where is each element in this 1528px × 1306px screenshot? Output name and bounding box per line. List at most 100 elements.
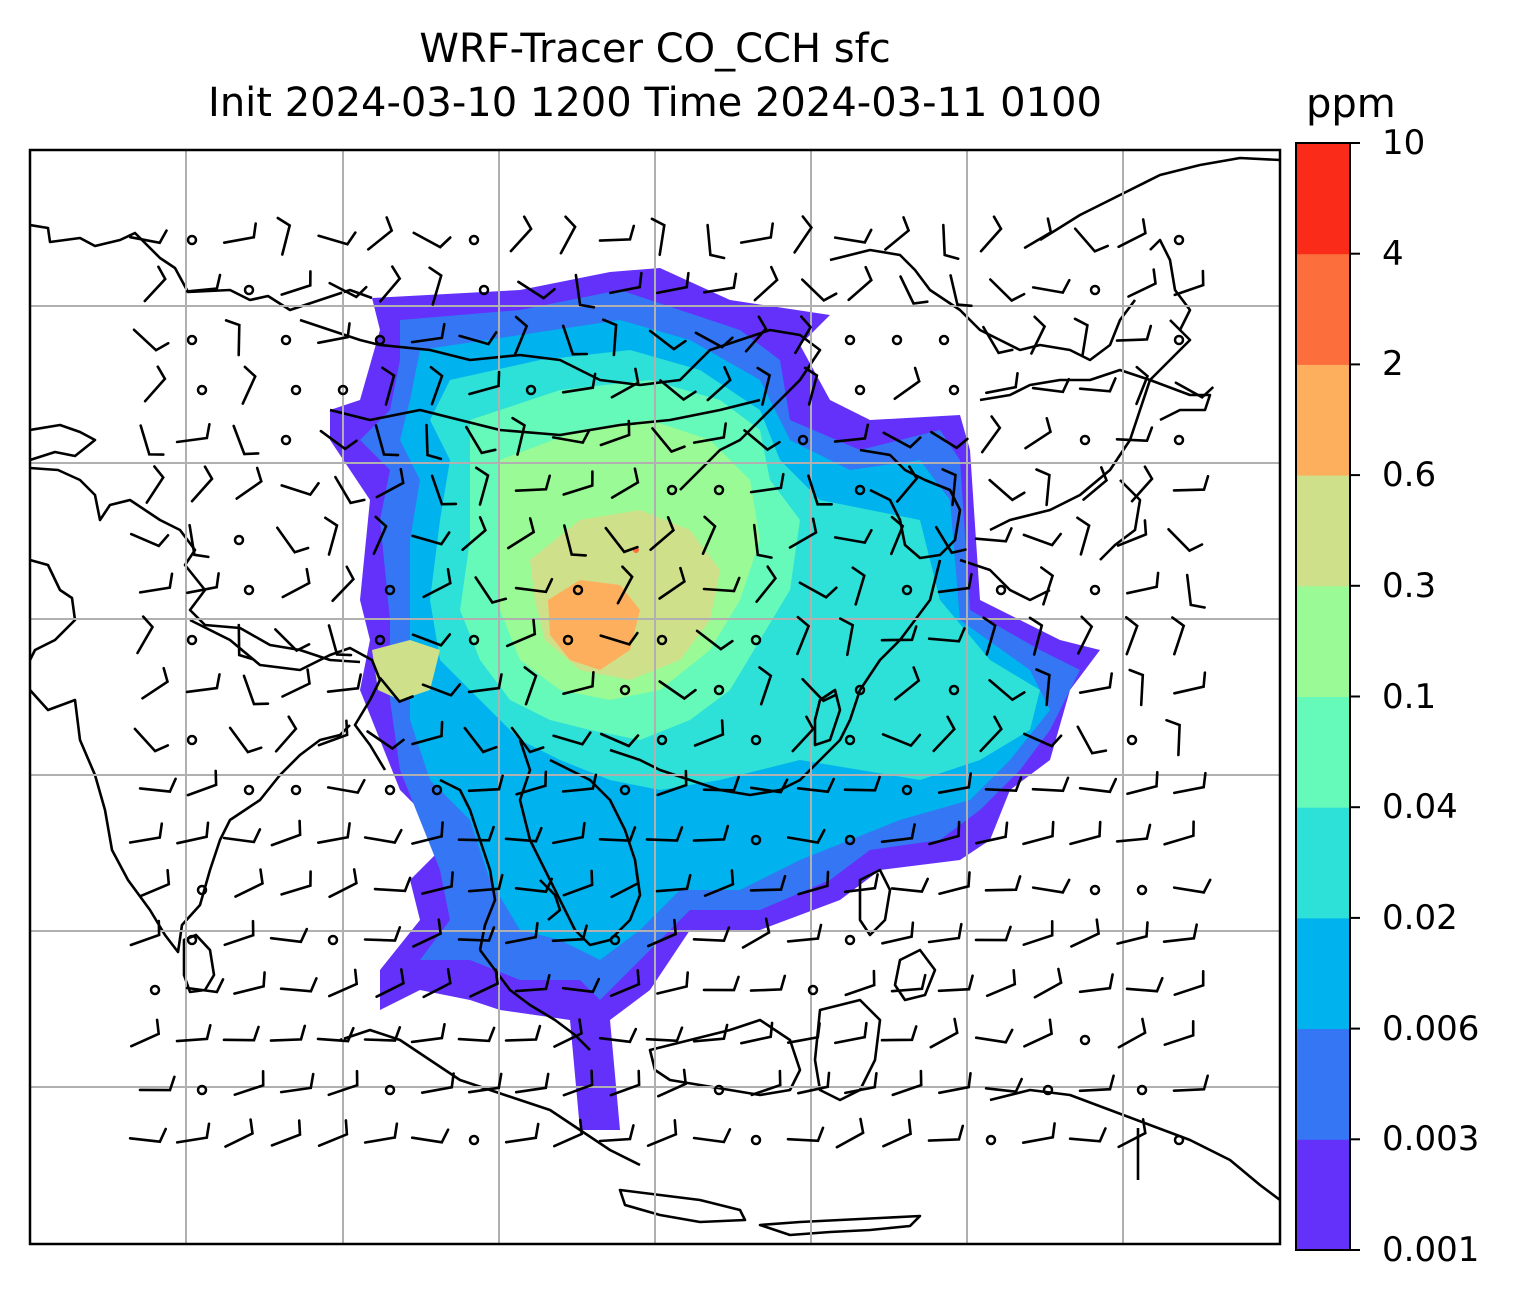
wind-barb bbox=[941, 468, 957, 507]
colorbar-segment bbox=[1296, 253, 1350, 365]
wind-barb bbox=[553, 1018, 583, 1048]
wind-barb bbox=[752, 523, 773, 559]
wind-barb bbox=[1022, 532, 1062, 547]
wind-barb bbox=[645, 826, 684, 842]
wind-barb bbox=[1117, 1017, 1147, 1049]
wind-barb bbox=[880, 823, 916, 844]
wind-barb bbox=[327, 624, 353, 657]
wind-barb bbox=[514, 577, 554, 594]
calm-wind-marker bbox=[854, 384, 866, 396]
wind-barb bbox=[276, 526, 310, 554]
calm-wind-marker bbox=[1079, 1034, 1091, 1046]
wind-barb bbox=[422, 568, 452, 599]
calm-wind-marker bbox=[713, 1084, 725, 1096]
wind-barb bbox=[143, 265, 167, 303]
calm-wind-marker bbox=[1173, 1134, 1185, 1146]
calm-wind-marker bbox=[468, 1134, 480, 1146]
wind-barb bbox=[927, 627, 966, 643]
wind-barb bbox=[1040, 566, 1055, 606]
wind-barb bbox=[980, 415, 1002, 454]
wind-barb bbox=[129, 229, 168, 245]
wind-barb bbox=[801, 677, 838, 703]
wind-barb bbox=[457, 1026, 496, 1043]
wind-barb bbox=[599, 732, 640, 748]
wind-barb bbox=[327, 1069, 359, 1097]
wind-barb bbox=[381, 366, 396, 406]
wind-barb bbox=[328, 281, 368, 299]
calm-wind-marker bbox=[327, 934, 339, 946]
wind-barb bbox=[270, 819, 302, 847]
map-frame bbox=[28, 148, 1282, 1246]
wind-barb bbox=[1173, 269, 1205, 297]
wind-barb bbox=[185, 673, 221, 694]
wind-barb bbox=[504, 1024, 542, 1042]
wind-barb bbox=[517, 280, 556, 300]
colorbar-segment bbox=[1296, 1028, 1350, 1140]
wind-barb bbox=[562, 869, 594, 897]
wind-barb bbox=[328, 868, 358, 899]
wind-barb bbox=[279, 1072, 315, 1094]
wind-barb bbox=[1021, 1122, 1056, 1144]
wind-barb bbox=[786, 923, 823, 943]
wind-barb bbox=[893, 366, 921, 400]
wind-barb bbox=[133, 727, 170, 753]
wind-barb bbox=[366, 730, 405, 751]
wind-barb bbox=[129, 532, 170, 548]
wind-barb bbox=[1162, 923, 1198, 943]
wind-barb bbox=[1174, 381, 1214, 399]
wind-barb bbox=[1116, 519, 1148, 547]
wind-barb bbox=[702, 272, 738, 294]
calm-wind-marker bbox=[233, 534, 245, 546]
wind-barb bbox=[695, 629, 734, 651]
wind-barb bbox=[798, 581, 838, 599]
wind-barb bbox=[234, 868, 264, 898]
wind-barb bbox=[1116, 921, 1149, 945]
wind-barb bbox=[326, 778, 366, 795]
wind-barb bbox=[1031, 278, 1071, 295]
wind-barb bbox=[989, 278, 1026, 303]
wind-barb bbox=[186, 769, 218, 797]
wind-barb bbox=[139, 424, 165, 456]
colorbar-tick-label: 4 bbox=[1382, 233, 1404, 274]
wind-barb bbox=[882, 1118, 912, 1148]
wind-barb bbox=[1028, 616, 1044, 656]
wind-barb bbox=[839, 617, 855, 657]
calm-wind-marker bbox=[478, 284, 490, 296]
wind-barb bbox=[791, 715, 815, 753]
wind-barb bbox=[1077, 615, 1094, 655]
wind-barb bbox=[420, 1072, 455, 1094]
colorbar bbox=[1295, 142, 1360, 1251]
wind-barb bbox=[988, 679, 1026, 702]
wind-barb bbox=[692, 1128, 732, 1144]
calm-wind-marker bbox=[1136, 1084, 1148, 1096]
wind-barb bbox=[235, 466, 263, 500]
wind-barb bbox=[1022, 920, 1054, 946]
wind-barb bbox=[794, 315, 813, 355]
colorbar-tick-label: 0.006 bbox=[1382, 1008, 1480, 1049]
wind-barb bbox=[412, 918, 443, 948]
wind-barb bbox=[656, 769, 688, 797]
calm-wind-marker bbox=[1089, 284, 1101, 296]
wind-barb bbox=[411, 531, 451, 546]
wind-barb bbox=[786, 1022, 821, 1044]
wind-barb bbox=[843, 775, 881, 792]
wind-barb bbox=[1024, 417, 1053, 450]
calm-wind-marker bbox=[807, 984, 819, 996]
calm-wind-marker bbox=[562, 634, 574, 646]
wind-barb bbox=[559, 215, 577, 255]
wind-barb bbox=[510, 726, 545, 754]
wind-barb bbox=[1073, 317, 1089, 357]
wind-barb bbox=[656, 971, 689, 995]
wind-barb bbox=[880, 625, 918, 642]
wind-barb bbox=[645, 1026, 684, 1043]
wind-barb bbox=[1115, 823, 1152, 843]
wind-barb bbox=[616, 565, 634, 605]
wind-barb bbox=[982, 616, 997, 656]
wind-barb bbox=[975, 821, 1009, 845]
wind-barb bbox=[175, 1122, 211, 1144]
wind-barb bbox=[562, 1069, 594, 1097]
wind-barb bbox=[1076, 725, 1108, 755]
wind-barb bbox=[428, 266, 443, 306]
wind-barb bbox=[598, 1124, 635, 1143]
wind-barb bbox=[363, 828, 403, 844]
